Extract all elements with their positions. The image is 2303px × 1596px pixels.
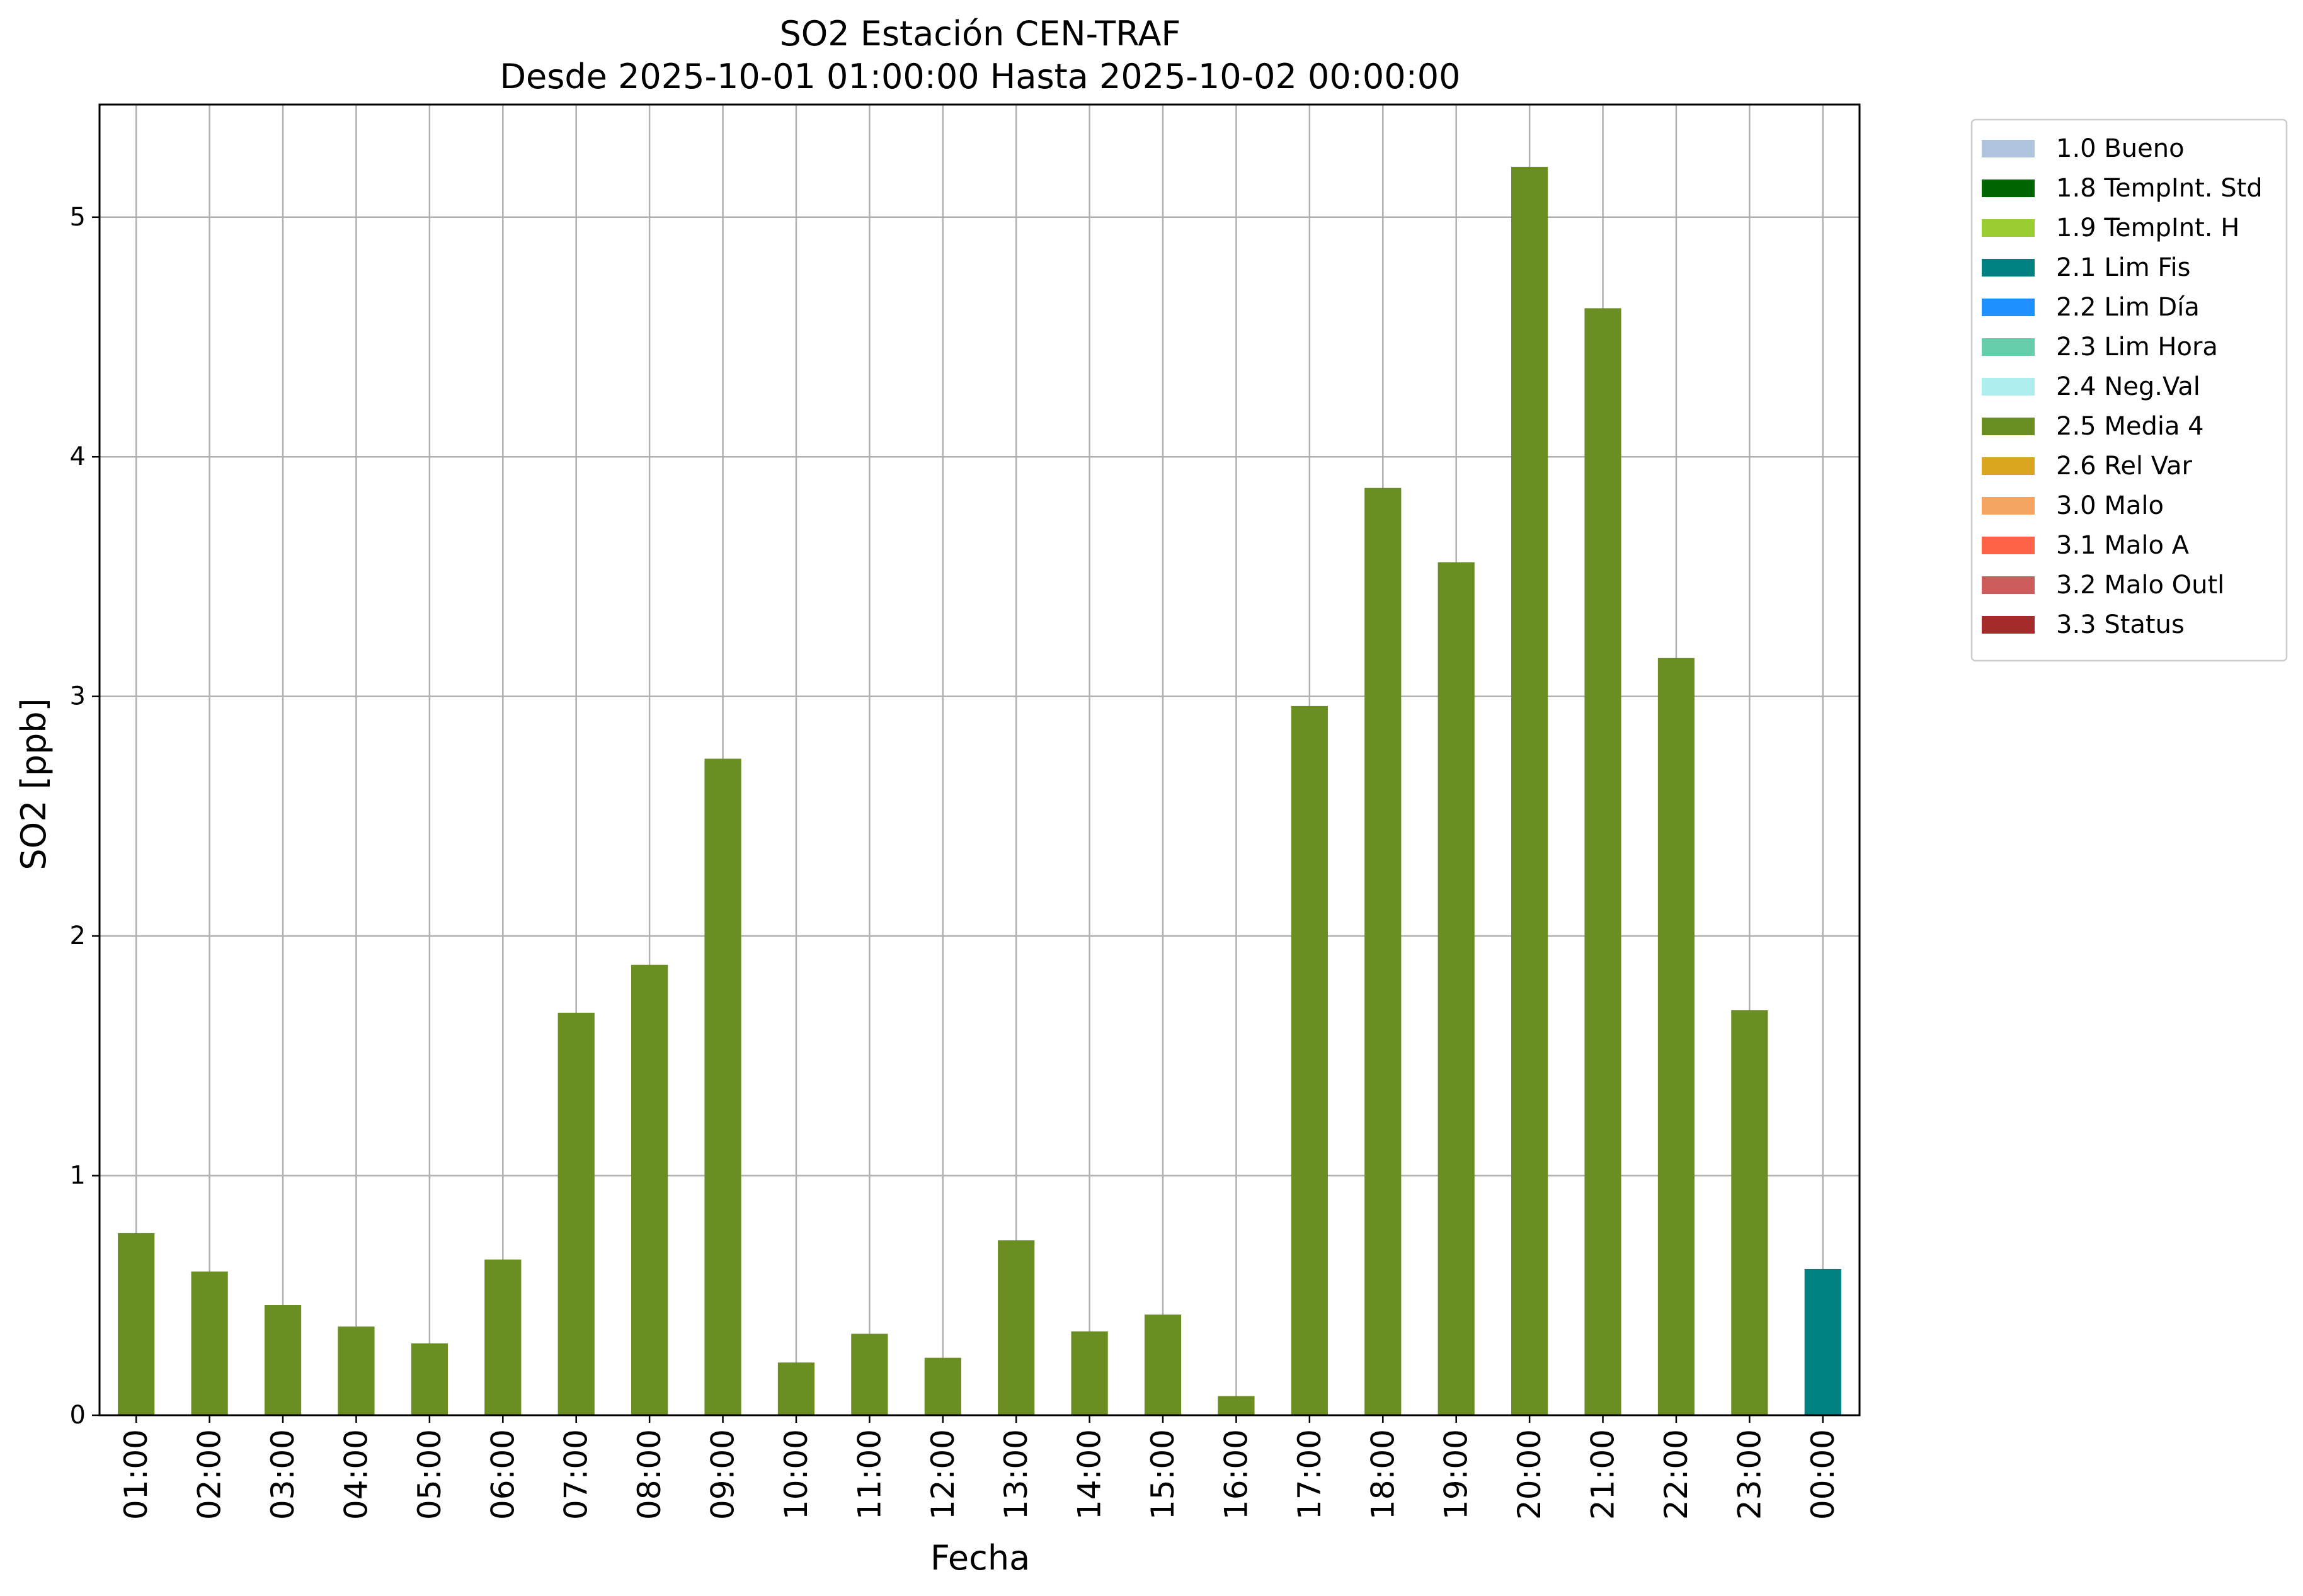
legend-swatch xyxy=(1982,338,2035,356)
legend-label: 3.0 Malo xyxy=(2056,491,2164,520)
x-tick-label: 07:00 xyxy=(558,1429,595,1520)
y-tick-label: 4 xyxy=(70,442,86,471)
x-tick-label: 18:00 xyxy=(1364,1429,1401,1520)
bar-0600 xyxy=(484,1259,522,1415)
legend-swatch xyxy=(1982,140,2035,157)
bar-0700 xyxy=(557,1012,595,1415)
bar-0400 xyxy=(338,1326,375,1415)
chart-title: SO2 Estación CEN-TRAF xyxy=(779,14,1180,54)
x-tick-label: 06:00 xyxy=(484,1429,521,1520)
x-tick-label: 19:00 xyxy=(1438,1429,1475,1520)
y-tick-label: 5 xyxy=(70,203,86,232)
axis-ticks: 01:00 02:00 03:00 04:00 05:00 06:00 07:00 08:00… xyxy=(70,203,1841,1520)
x-tick-label: 12:00 xyxy=(925,1429,961,1520)
bar-1100 xyxy=(851,1333,888,1415)
x-tick-label: 10:00 xyxy=(778,1429,814,1520)
y-axis-label: SO2 [ppb] xyxy=(14,698,54,870)
legend-label: 3.2 Malo Outl xyxy=(2056,571,2224,600)
bar-0500 xyxy=(411,1343,448,1415)
x-tick-label: 15:00 xyxy=(1145,1429,1181,1520)
legend-swatch xyxy=(1982,299,2035,316)
legend-swatch xyxy=(1982,576,2035,594)
legend-swatch xyxy=(1982,537,2035,554)
bar-2200 xyxy=(1657,658,1695,1415)
x-tick-label: 05:00 xyxy=(411,1429,448,1520)
x-tick-label: 02:00 xyxy=(191,1429,228,1520)
legend-swatch xyxy=(1982,219,2035,237)
legend-label: 2.2 Lim Día xyxy=(2056,293,2200,322)
x-tick-label: 20:00 xyxy=(1511,1429,1548,1520)
chart-subtitle: Desde 2025-10-01 01:00:00 Hasta 2025-10-… xyxy=(500,57,1460,96)
bar-1900 xyxy=(1437,562,1475,1416)
legend-swatch xyxy=(1982,259,2035,276)
x-tick-label: 08:00 xyxy=(631,1429,668,1520)
x-tick-label: 17:00 xyxy=(1291,1429,1328,1520)
bar-0000 xyxy=(1804,1268,1841,1415)
bar-2300 xyxy=(1731,1010,1768,1415)
bars xyxy=(118,166,1841,1416)
bar-0900 xyxy=(704,758,741,1415)
bar-1700 xyxy=(1291,705,1328,1415)
x-tick-label: 13:00 xyxy=(998,1429,1034,1520)
bar-1400 xyxy=(1071,1331,1108,1415)
bar-1800 xyxy=(1364,487,1402,1415)
legend-box xyxy=(1970,118,2288,662)
legend-label: 2.3 Lim Hora xyxy=(2056,333,2218,362)
bar-0100 xyxy=(118,1233,155,1415)
y-tick-label: 2 xyxy=(70,921,86,950)
x-tick-label: 23:00 xyxy=(1731,1429,1768,1520)
x-tick-label: 14:00 xyxy=(1071,1429,1108,1520)
bar-1300 xyxy=(998,1240,1035,1415)
x-tick-label: 22:00 xyxy=(1658,1429,1694,1520)
y-tick-label: 3 xyxy=(70,682,86,711)
x-tick-label: 00:00 xyxy=(1805,1429,1841,1520)
x-tick-label: 03:00 xyxy=(265,1429,301,1520)
bar-1500 xyxy=(1144,1314,1182,1415)
x-tick-label: 01:00 xyxy=(118,1429,154,1520)
bar-1200 xyxy=(924,1357,961,1415)
bar-2100 xyxy=(1584,308,1621,1416)
x-tick-label: 11:00 xyxy=(851,1429,888,1520)
y-tick-label: 0 xyxy=(70,1401,86,1430)
x-axis-label: Fecha xyxy=(930,1538,1030,1578)
legend-label: 2.6 Rel Var xyxy=(2056,452,2193,481)
bar-1000 xyxy=(777,1362,815,1415)
legend-label: 1.9 TempInt. H xyxy=(2056,214,2239,242)
legend: 1.0 Bueno 1.8 TempInt. Std 1.9 TempInt. H 2… xyxy=(1970,118,2288,662)
legend-label: 1.0 Bueno xyxy=(2056,134,2185,163)
legend-label: 2.4 Neg.Val xyxy=(2056,372,2200,401)
plot-area-frame xyxy=(98,103,1861,1416)
bar-0800 xyxy=(631,964,668,1415)
legend-label: 2.5 Media 4 xyxy=(2056,412,2204,441)
bar-0200 xyxy=(191,1271,228,1415)
legend-label: 2.1 Lim Fis xyxy=(2056,253,2190,282)
legend-swatch xyxy=(1982,457,2035,475)
bar-0300 xyxy=(264,1304,302,1415)
legend-swatch xyxy=(1982,378,2035,396)
legend-label: 3.1 Malo A xyxy=(2056,531,2190,560)
legend-label: 1.8 TempInt. Std xyxy=(2056,174,2263,203)
bar-1600 xyxy=(1218,1396,1255,1415)
x-tick-label: 16:00 xyxy=(1218,1429,1254,1520)
x-tick-label: 04:00 xyxy=(338,1429,374,1520)
y-tick-label: 1 xyxy=(70,1161,86,1190)
x-tick-label: 09:00 xyxy=(705,1429,741,1520)
legend-swatch xyxy=(1982,616,2035,634)
legend-swatch xyxy=(1982,418,2035,435)
legend-swatch xyxy=(1982,180,2035,197)
legend-swatch xyxy=(1982,497,2035,515)
bar-2000 xyxy=(1511,166,1548,1415)
legend-label: 3.3 Status xyxy=(2056,610,2185,639)
x-tick-label: 21:00 xyxy=(1585,1429,1621,1520)
